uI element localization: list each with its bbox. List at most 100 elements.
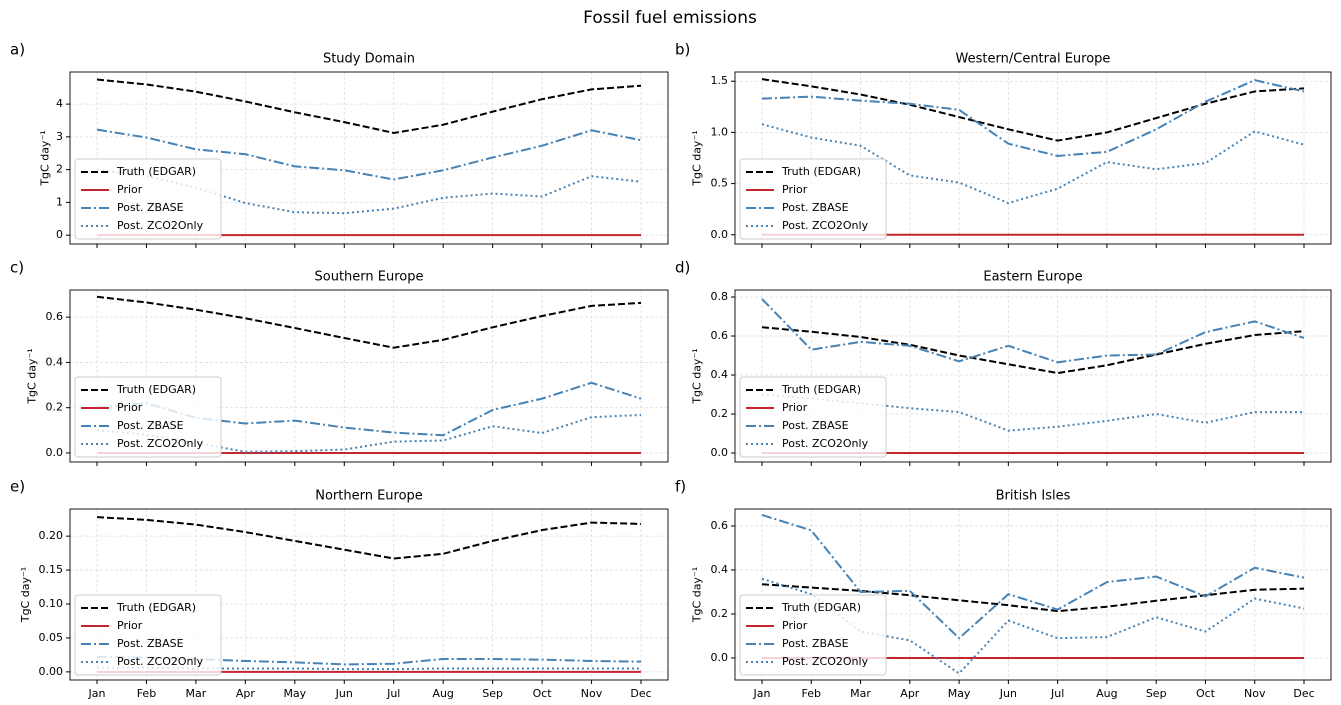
legend-label: Prior [117,619,143,632]
y-tick-label: 0.20 [39,529,64,542]
y-axis-label: TgC day⁻¹ [691,567,704,623]
axes-frame [734,71,1332,245]
subplot-title: Western/Central Europe [956,52,1111,67]
y-tick-label: 0.00 [39,665,64,678]
legend-box [74,376,222,458]
legend-label: Post. ZBASE [117,201,184,214]
x-tick-label: Mar [186,687,207,700]
legend-label: Prior [117,183,143,196]
y-tick-label: 1.5 [711,74,729,87]
y-tick-label: 0.0 [711,651,729,664]
figure-title: Fossil fuel emissions [583,8,757,28]
x-tick-label: Sep [482,687,503,700]
series-line [761,577,1305,675]
panel-label: d) [675,259,690,277]
x-tick-label: Jan [753,687,771,700]
x-tick-label: Sep [1146,687,1167,700]
legend-label: Prior [117,401,143,414]
legend-label: Post. ZBASE [782,419,849,432]
x-tick-label: Mar [850,687,871,700]
series-line [96,516,642,560]
y-tick-label: 0.10 [39,597,64,610]
legend-label: Post. ZCO2Only [782,219,869,232]
legend-label: Truth (EDGAR) [116,383,196,396]
x-tick-label: Aug [432,687,453,700]
axes-frame [734,289,1332,463]
legend-label: Post. ZBASE [782,637,849,650]
y-tick-label: 0.0 [46,446,64,459]
y-tick-label: 0.2 [711,607,729,620]
legend-box [739,158,887,240]
y-tick-label: 0.2 [711,407,729,420]
panel-label: c) [10,259,24,277]
x-tick-label: May [283,687,306,700]
x-tick-label: Oct [1196,687,1216,700]
series-line [761,513,1305,640]
y-tick-label: 0.8 [711,290,729,303]
y-tick-label: 4 [56,97,63,110]
y-tick-label: 0.5 [711,177,729,190]
legend-label: Post. ZBASE [117,419,184,432]
panel-label: a) [10,41,25,59]
legend-label: Post. ZBASE [782,201,849,214]
legend-label: Post. ZCO2Only [782,437,869,450]
legend-label: Prior [782,619,808,632]
x-tick-label: Oct [533,687,553,700]
series-line [96,295,642,349]
x-tick-label: Nov [581,687,603,700]
series-line [761,79,1305,157]
y-tick-label: 0.4 [711,368,729,381]
x-tick-label: Feb [137,687,156,700]
series-line [761,78,1305,142]
x-tick-label: Feb [802,687,821,700]
axes-frame [69,289,669,463]
y-tick-label: 1 [56,195,63,208]
legend-label: Post. ZCO2Only [117,437,204,450]
x-tick-label: Apr [900,687,920,700]
legend-label: Truth (EDGAR) [781,601,861,614]
legend-label: Post. ZCO2Only [117,219,204,232]
x-tick-label: Jan [88,687,106,700]
y-axis-label: TgC day⁻¹ [691,348,704,404]
x-tick-label: Jun [999,687,1017,700]
subplot-title: Study Domain [323,52,415,67]
x-tick-label: Jul [1050,687,1064,700]
x-tick-label: Aug [1096,687,1117,700]
y-tick-label: 3 [56,130,63,143]
panel-label: e) [10,478,25,496]
series-line [761,326,1305,375]
x-tick-label: Nov [1244,687,1266,700]
legend-box [74,158,222,240]
y-tick-label: 1.0 [711,125,729,138]
axes-frame [69,71,669,245]
y-tick-label: 0.6 [46,310,64,323]
legend-label: Truth (EDGAR) [781,383,861,396]
x-tick-label: Apr [236,687,256,700]
legend-label: Truth (EDGAR) [116,601,196,614]
subplot-title: Northern Europe [315,489,423,504]
y-tick-label: 0.15 [39,563,64,576]
legend-box [74,594,222,676]
panel-label: f) [675,478,686,496]
y-tick-label: 2 [56,163,63,176]
series-line [761,583,1305,613]
legend-label: Truth (EDGAR) [781,165,861,178]
legend-label: Prior [782,183,808,196]
subplot-title: Southern Europe [315,270,424,285]
series-line [96,168,642,215]
y-tick-label: 0.4 [46,355,64,368]
axes-frame [734,508,1332,681]
y-tick-label: 0.6 [711,329,729,342]
panel-label: b) [675,41,690,59]
series-line [761,298,1305,364]
legend-label: Post. ZCO2Only [117,655,204,668]
y-tick-label: 0.4 [711,563,729,576]
y-tick-label: 0 [56,228,63,241]
subplot-title: Eastern Europe [983,270,1082,285]
series-line [96,128,642,181]
y-axis-label: TgC day⁻¹ [691,130,704,186]
x-tick-label: Dec [1293,687,1314,700]
legend-box [739,594,887,676]
